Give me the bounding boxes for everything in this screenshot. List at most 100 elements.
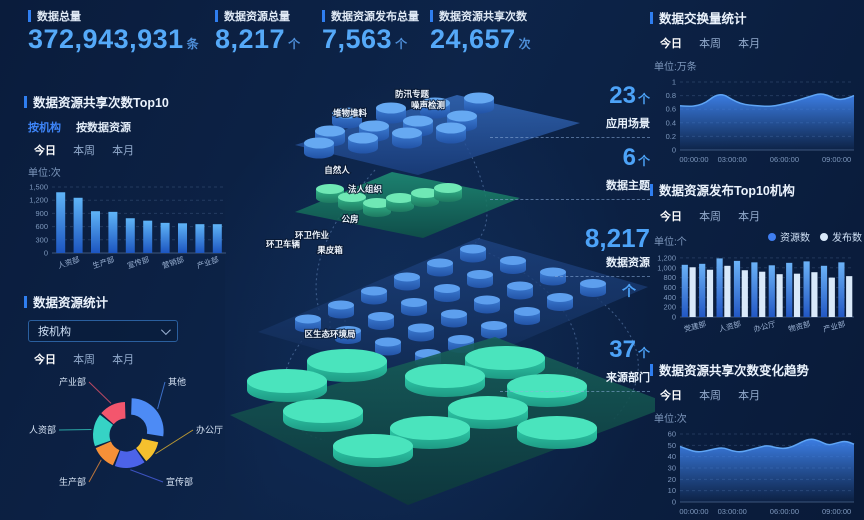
svg-text:营销部: 营销部 [161, 254, 186, 271]
tab-today[interactable]: 今日 [660, 390, 682, 402]
accent-bar [650, 363, 653, 376]
svg-text:其他: 其他 [168, 376, 186, 387]
tab-month[interactable]: 本月 [738, 211, 761, 223]
svg-text:党建部: 党建部 [683, 318, 708, 334]
svg-text:堆物堆料: 堆物堆料 [333, 108, 368, 118]
tab-week[interactable]: 本周 [699, 211, 722, 223]
svg-text:果皮箱: 果皮箱 [316, 245, 343, 255]
stat-value: 23 [609, 82, 636, 109]
svg-text:0.6: 0.6 [666, 105, 676, 114]
panel-title: 数据资源共享次数变化趋势 [659, 364, 810, 378]
legend-dot-publish [820, 232, 828, 241]
svg-text:人资部: 人资部 [56, 254, 81, 271]
tab-today[interactable]: 今日 [660, 38, 682, 50]
accent-bar [650, 183, 653, 196]
tab-month[interactable]: 本月 [738, 390, 761, 402]
stat-unit: 个 [637, 92, 650, 106]
chart-legend: 资源数 发布数 [768, 229, 862, 244]
panel-share-trend: 数据资源共享次数变化趋势 今日 本周 本月 单位:次 0 10 20 30 40 50 60… [650, 360, 862, 520]
tab-month[interactable]: 本月 [112, 354, 135, 366]
stat-data-resources: 8,217 数据资源 个 [555, 225, 650, 301]
panel-share-top10: 数据资源共享次数Top10 按机构 按数据资源 今日 本周 本月 单位:次 0 3… [24, 92, 242, 290]
svg-text:40: 40 [668, 452, 676, 461]
accent-bar [650, 11, 653, 24]
kpi-unit: 次 [518, 37, 532, 51]
tab-today[interactable]: 今日 [34, 145, 56, 157]
accent-bar [24, 295, 27, 308]
stat-unit: 个 [637, 346, 650, 360]
chevron-down-icon [160, 324, 171, 335]
svg-text:06:00:00: 06:00:00 [770, 155, 799, 164]
share-trend-area-chart: 0 10 20 30 40 50 60 00:00:00 03:00:00 06:00:00 09:… [668, 430, 855, 516]
stat-label: 数据主题 [606, 180, 650, 192]
svg-text:30: 30 [668, 464, 676, 473]
stat-label: 来源部门 [606, 372, 650, 384]
svg-text:1,200: 1,200 [29, 196, 48, 205]
svg-text:防汛专题: 防汛专题 [395, 89, 430, 99]
tab-by-resource[interactable]: 按数据资源 [76, 122, 132, 134]
stat-unit: 个 [622, 283, 636, 299]
svg-text:自然人: 自然人 [324, 165, 350, 175]
panel-exchange-stats: 数据交换量统计 今日 本周 本月 单位:万条 0 0.2 0.4 0.6 0.8 1 00:… [650, 8, 862, 179]
org-select-dropdown[interactable]: 按机构 [28, 320, 178, 342]
svg-text:0.2: 0.2 [666, 132, 676, 141]
period-tabs: 今日 本周 本月 [660, 208, 862, 224]
panel-title: 数据资源统计 [33, 296, 109, 310]
tab-today[interactable]: 今日 [34, 354, 56, 366]
kpi-unit: 个 [395, 37, 408, 51]
legend-dot-resource [768, 232, 776, 241]
tab-month[interactable]: 本月 [738, 38, 761, 50]
tab-by-org[interactable]: 按机构 [28, 122, 61, 134]
accent-bar [430, 10, 433, 22]
svg-text:03:00:00: 03:00:00 [718, 507, 747, 516]
kpi-title: 数据资源发布总量 [331, 11, 419, 23]
stat-value: 6 [622, 144, 636, 171]
stat-source-departments: 37 个 来源部门 [500, 337, 650, 392]
svg-text:300: 300 [35, 235, 48, 244]
svg-text:公房: 公房 [341, 214, 358, 224]
accent-bar [215, 10, 218, 22]
svg-text:产业部: 产业部 [822, 318, 847, 334]
kpi-title: 数据资源总量 [224, 11, 290, 23]
kpi-publish-total: 数据资源发布总量 7,563 个 [322, 8, 419, 59]
dashed-divider [555, 276, 650, 277]
svg-text:噪声检测: 噪声检测 [411, 100, 446, 110]
stat-value: 37 [609, 336, 636, 363]
panel-publish-top10: 数据资源发布Top10机构 今日 本周 本月 单位:个 资源数 发布数 0 200… [650, 180, 862, 348]
kpi-value: 372,943,931 [28, 24, 184, 54]
tab-week[interactable]: 本周 [699, 390, 722, 402]
tab-week[interactable]: 本周 [73, 145, 96, 157]
kpi-data-total: 数据总量 372,943,931 条 [28, 8, 199, 59]
stat-label: 数据资源 [606, 257, 650, 269]
kpi-resource-total: 数据资源总量 8,217 个 [215, 8, 301, 59]
svg-text:人资部: 人资部 [29, 424, 56, 435]
svg-text:0: 0 [672, 146, 676, 155]
svg-text:900: 900 [35, 209, 48, 218]
tab-week[interactable]: 本周 [699, 38, 722, 50]
dashed-divider [500, 391, 650, 392]
stat-label: 应用场景 [606, 118, 650, 130]
svg-text:宣传部: 宣传部 [166, 476, 193, 487]
svg-text:法人组织: 法人组织 [348, 184, 383, 194]
svg-text:800: 800 [663, 273, 676, 282]
tab-month[interactable]: 本月 [112, 145, 135, 157]
period-tabs: 今日 本周 本月 [660, 387, 862, 403]
svg-text:环卫作业: 环卫作业 [295, 230, 330, 240]
svg-text:1,000: 1,000 [657, 263, 676, 272]
dropdown-value: 按机构 [38, 326, 71, 338]
panel-title: 数据资源共享次数Top10 [33, 96, 169, 110]
unit-label: 单位:次 [654, 414, 687, 425]
panel-title: 数据资源发布Top10机构 [659, 184, 795, 198]
kpi-share-count: 数据资源共享次数 24,657 次 [430, 8, 531, 59]
kpi-title: 数据资源共享次数 [439, 11, 527, 23]
dashed-divider [490, 199, 650, 200]
tab-week[interactable]: 本周 [73, 354, 96, 366]
kpi-unit: 条 [186, 37, 200, 51]
svg-text:20: 20 [668, 475, 676, 484]
tab-today[interactable]: 今日 [660, 211, 682, 223]
accent-bar [24, 95, 27, 108]
exchange-area-chart: 0 0.2 0.4 0.6 0.8 1 00:00:00 03:00:00 06:00:00 09… [666, 78, 855, 164]
